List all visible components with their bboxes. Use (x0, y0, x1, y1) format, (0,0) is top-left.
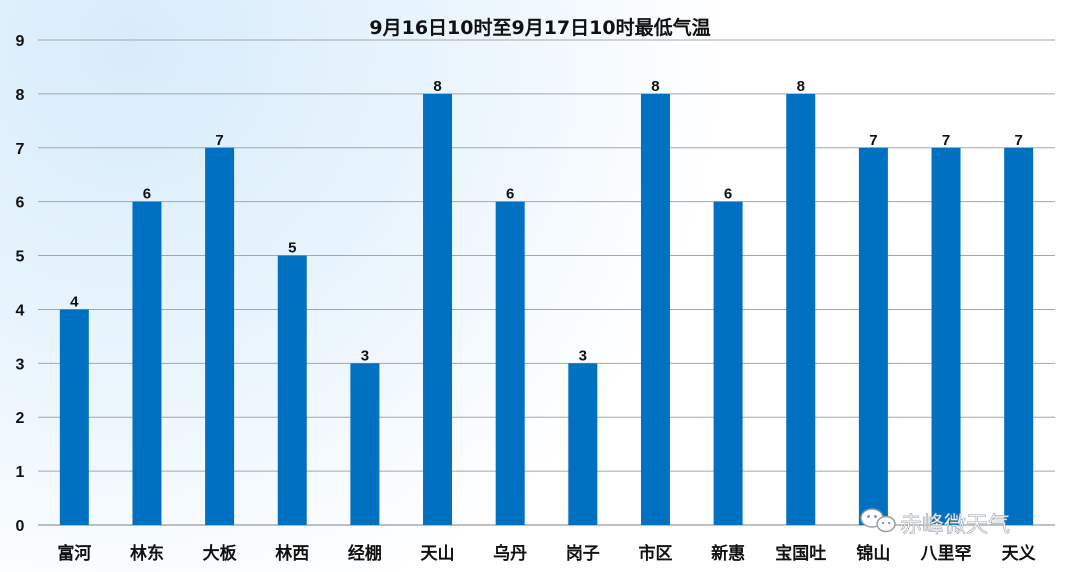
x-category-label: 新惠 (711, 543, 745, 564)
bar (350, 363, 380, 525)
x-category-label: 乌丹 (493, 543, 527, 564)
bar (713, 201, 743, 525)
bars (59, 93, 1034, 526)
data-label: 7 (1015, 132, 1023, 149)
y-tick-label: 0 (16, 518, 25, 535)
bar (786, 93, 816, 525)
bar (931, 147, 961, 525)
bar (858, 147, 888, 525)
data-label: 3 (361, 347, 369, 364)
bar (568, 363, 598, 525)
x-category-label: 市区 (638, 543, 672, 564)
x-category-label: 林东 (130, 543, 164, 564)
y-tick-label: 5 (16, 249, 25, 266)
data-label: 8 (433, 78, 441, 95)
data-label: 7 (942, 132, 950, 149)
data-label: 8 (651, 78, 659, 95)
x-category-label: 富河 (57, 543, 91, 564)
x-category-label: 锦山 (856, 543, 890, 564)
bar (59, 309, 89, 525)
y-tick-label: 4 (16, 302, 25, 319)
x-category-label: 八里罕 (921, 544, 972, 564)
y-tick-label: 2 (16, 410, 25, 427)
bar (205, 147, 235, 525)
bar (277, 255, 307, 526)
x-category-label: 天山 (421, 544, 455, 564)
wechat-icon (860, 508, 896, 533)
data-label: 8 (797, 78, 805, 95)
x-axis-categories: 富河 林东 大板 林西 经棚 天山 乌丹 岗子 市区 新惠 宝国吐 锦山 八里罕 天义 (57, 543, 1035, 564)
data-label: 4 (70, 293, 79, 310)
bar (1004, 147, 1034, 525)
x-category-label: 大板 (203, 543, 238, 564)
data-label: 3 (579, 347, 587, 364)
x-category-label: 宝国吐 (775, 543, 826, 564)
y-tick-label: 1 (16, 464, 25, 481)
data-label: 6 (724, 186, 732, 203)
data-label: 6 (143, 186, 151, 203)
y-tick-label: 6 (16, 195, 25, 212)
data-label: 6 (506, 186, 514, 203)
grid-lines (38, 39, 1055, 526)
x-category-label: 天义 (1002, 543, 1036, 564)
data-labels: 4 6 7 5 3 8 6 3 8 6 8 7 7 7 (70, 78, 1023, 364)
y-axis-ticks: 0 1 2 3 4 5 6 7 8 9 (16, 33, 25, 535)
bar (423, 93, 453, 525)
watermark: 赤峰微天气 (860, 508, 1010, 538)
x-category-label: 经棚 (348, 543, 382, 564)
bar (640, 93, 670, 525)
y-tick-label: 9 (16, 33, 25, 50)
watermark-text: 赤峰微天气 (900, 513, 1010, 538)
x-category-label: 岗子 (566, 543, 600, 564)
data-label: 5 (288, 240, 296, 257)
y-tick-label: 3 (16, 356, 25, 373)
y-tick-label: 8 (16, 87, 25, 104)
y-tick-label: 7 (16, 141, 25, 158)
data-label: 7 (215, 132, 223, 149)
bar (132, 201, 162, 525)
x-category-label: 林西 (275, 543, 309, 564)
chart-title: 9月16日10时至9月17日10时最低气温 (369, 16, 710, 39)
bar (495, 201, 525, 525)
data-label: 7 (869, 132, 877, 149)
